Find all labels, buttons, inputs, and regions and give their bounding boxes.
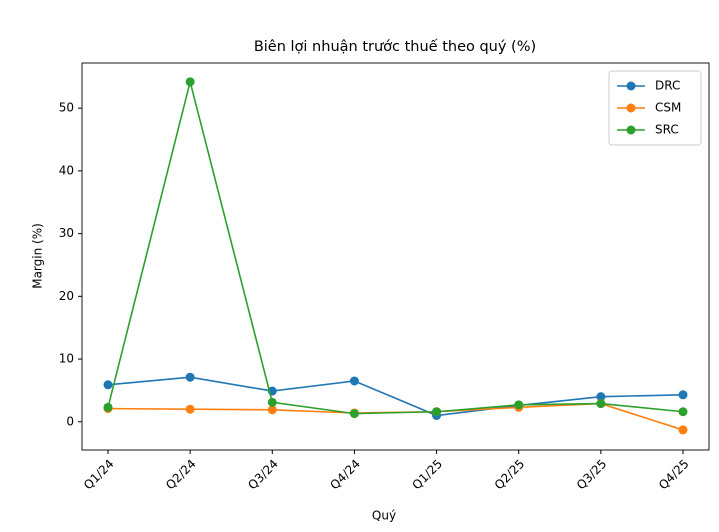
- point: [185, 372, 195, 382]
- y-tick-label: 20: [59, 289, 74, 303]
- point: [349, 376, 359, 386]
- x-tick-label: Q4/24: [327, 457, 363, 493]
- x-tick-label: Q1/25: [410, 457, 446, 493]
- point: [267, 405, 277, 415]
- point: [678, 407, 688, 417]
- point: [596, 399, 606, 409]
- y-tick-label: 0: [66, 414, 74, 428]
- x-tick-label: Q3/24: [245, 457, 281, 493]
- legend-marker: [626, 103, 636, 113]
- x-tick-label: Q2/25: [492, 457, 528, 493]
- point: [103, 402, 113, 412]
- point: [678, 390, 688, 400]
- point: [678, 425, 688, 435]
- x-axis-label: Quý: [372, 509, 396, 523]
- x-tick-label: Q3/25: [574, 457, 610, 493]
- point: [596, 392, 606, 402]
- point: [514, 400, 524, 410]
- x-tick-label: Q4/25: [656, 457, 692, 493]
- plot-frame: [81, 62, 710, 451]
- chart-title: Biên lợi nhuận trước thuế theo quý (%): [254, 38, 536, 55]
- point: [267, 397, 277, 407]
- y-tick-label: 10: [59, 352, 74, 366]
- legend-label: SRC: [655, 123, 679, 137]
- y-axis-label: Margin (%): [31, 223, 45, 289]
- legend-marker: [626, 81, 636, 91]
- y-tick-label: 40: [59, 163, 74, 177]
- point: [432, 407, 442, 417]
- point: [185, 77, 195, 87]
- series-line: [107, 376, 684, 417]
- x-tick-label: Q2/24: [163, 457, 199, 493]
- x-tick-label: Q1/24: [81, 457, 117, 493]
- y-tick-label: 50: [59, 101, 74, 115]
- legend-marker: [626, 125, 636, 135]
- point: [185, 404, 195, 414]
- point: [103, 380, 113, 390]
- legend-label: CSM: [655, 101, 681, 115]
- point: [349, 409, 359, 419]
- y-tick-label: 30: [59, 226, 74, 240]
- legend-label: DRC: [655, 79, 680, 93]
- series-line: [107, 81, 684, 415]
